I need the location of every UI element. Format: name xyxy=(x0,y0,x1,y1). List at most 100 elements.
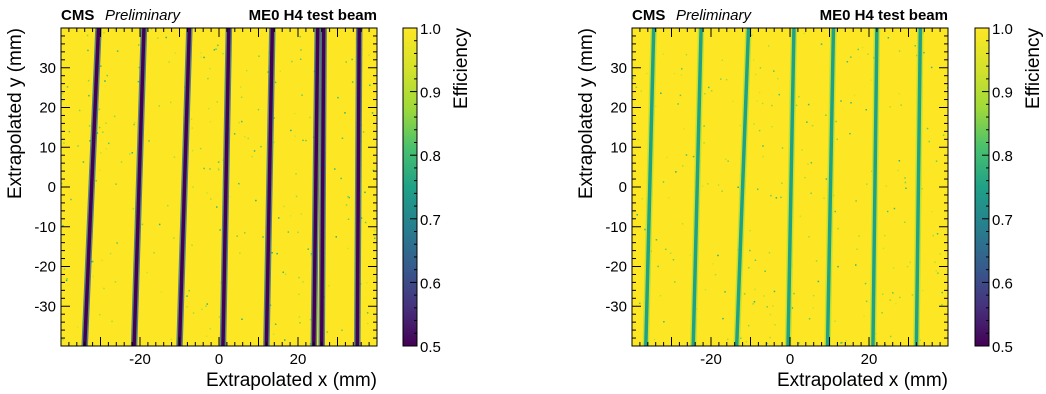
heatmap-speckle xyxy=(679,94,682,97)
heatmap-speckle xyxy=(103,287,105,290)
heatmap-speckle xyxy=(704,93,706,95)
heatmap-speckle xyxy=(89,140,91,142)
heatmap-speckle xyxy=(173,156,176,158)
heatmap-speckle xyxy=(63,142,65,144)
heatmap-speckle xyxy=(131,152,133,154)
heatmap-speckle xyxy=(834,320,836,322)
heatmap-speckle xyxy=(289,215,292,217)
heatmap-speckle xyxy=(905,187,907,189)
y-tick-label: 0 xyxy=(48,179,56,196)
heatmap-speckle xyxy=(297,231,299,234)
heatmap-speckle xyxy=(840,342,842,344)
heatmap-speckle xyxy=(856,248,858,250)
heatmap-speckle xyxy=(762,145,764,147)
heatmap-speckle xyxy=(132,207,135,210)
heatmap-speckle xyxy=(725,78,728,81)
heatmap-speckle xyxy=(91,261,93,263)
heatmap-speckle xyxy=(780,196,782,199)
heatmap-speckle xyxy=(766,342,768,345)
heatmap-speckle xyxy=(120,161,123,163)
heatmap-speckle xyxy=(720,78,722,80)
heatmap-speckle xyxy=(70,198,72,201)
heatmap-speckle xyxy=(309,318,312,321)
heatmap-speckle xyxy=(774,324,776,326)
heatmap-speckle xyxy=(887,37,890,39)
heatmap-speckle xyxy=(267,71,269,73)
heatmap-speckle xyxy=(904,177,906,179)
heatmap-speckle xyxy=(663,321,665,323)
heatmap-speckle xyxy=(701,185,704,187)
heatmap-speckle xyxy=(833,194,835,197)
colorbar xyxy=(974,27,990,347)
heatmap-speckle xyxy=(241,120,243,123)
heatmap-speckle xyxy=(65,279,68,282)
heatmap-speckle xyxy=(278,217,280,219)
heatmap-speckle xyxy=(344,112,346,114)
heatmap-speckle xyxy=(113,115,116,118)
heatmap-speckle xyxy=(253,150,256,152)
heatmap-speckle xyxy=(666,156,668,159)
heatmap-speckle xyxy=(850,102,852,104)
heatmap-speckle xyxy=(99,169,101,171)
colorbar-tick-label: 0.5 xyxy=(420,339,441,356)
heatmap-speckle xyxy=(935,160,938,162)
heatmap-speckle xyxy=(150,28,153,30)
heatmap-speckle xyxy=(95,180,97,182)
heatmap-speckle xyxy=(882,247,885,250)
gap-stripe-5 xyxy=(825,28,836,346)
heatmap-speckle xyxy=(748,267,750,269)
heatmap-speckle xyxy=(229,195,231,198)
heatmap-speckle xyxy=(921,289,924,292)
heatmap-speckle xyxy=(641,198,644,200)
heatmap-speckle xyxy=(768,251,771,254)
heatmap-speckle xyxy=(298,276,300,279)
heatmap-speckle xyxy=(255,199,257,202)
heatmap-speckle xyxy=(300,213,303,215)
heatmap-speckle xyxy=(717,184,720,186)
heatmap-speckle xyxy=(707,183,709,185)
heatmap-speckle xyxy=(841,341,843,344)
heatmap-speckle xyxy=(900,104,902,106)
heatmap-speckle xyxy=(806,121,808,123)
heatmap-speckle xyxy=(99,313,101,316)
heatmap-speckle xyxy=(372,169,374,172)
gap-stripe-4 xyxy=(786,28,796,346)
colorbar xyxy=(402,27,418,347)
heatmap-speckle xyxy=(216,101,218,103)
heatmap-speckle xyxy=(769,336,771,339)
heatmap-speckle xyxy=(158,105,161,107)
heatmap-speckle xyxy=(61,92,64,95)
heatmap-speckle xyxy=(681,223,684,225)
heatmap-speckle xyxy=(704,289,707,291)
heatmap-speckle xyxy=(934,261,936,263)
heatmap-speckle xyxy=(200,52,202,54)
gap-stripe-1 xyxy=(644,28,656,346)
heatmap-speckle xyxy=(371,112,374,114)
heatmap-speckle xyxy=(889,299,891,301)
heatmap-speckle xyxy=(362,131,365,133)
colorbar-tick-label: 0.8 xyxy=(420,148,441,165)
heatmap-speckle xyxy=(863,315,865,317)
heatmap-speckle xyxy=(889,335,892,338)
heatmap-speckle xyxy=(66,278,68,280)
heatmap-speckle xyxy=(771,126,773,128)
heatmap-speckle xyxy=(772,305,774,307)
y-axis-label: Extrapolated y (mm) xyxy=(576,28,597,199)
heatmap-speckle xyxy=(210,198,212,200)
heatmap-speckle xyxy=(637,138,640,141)
heatmap-speckle xyxy=(669,252,672,254)
heatmap-speckle xyxy=(752,303,754,305)
heatmap-speckle xyxy=(655,105,657,107)
heatmap-speckle xyxy=(653,338,656,341)
heatmap-speckle xyxy=(867,53,869,55)
heatmap-speckle xyxy=(302,281,304,283)
heatmap-speckle xyxy=(837,265,839,268)
heatmap-speckle xyxy=(345,61,347,63)
colorbar-tick-label: 0.7 xyxy=(992,212,1013,229)
heatmap-speckle xyxy=(307,248,309,250)
heatmap-speckle xyxy=(170,101,172,104)
heatmap-speckle xyxy=(360,217,363,219)
heatmap-speckle xyxy=(758,91,761,94)
heatmap-speckle xyxy=(201,308,203,311)
heatmap-speckle xyxy=(749,229,751,232)
